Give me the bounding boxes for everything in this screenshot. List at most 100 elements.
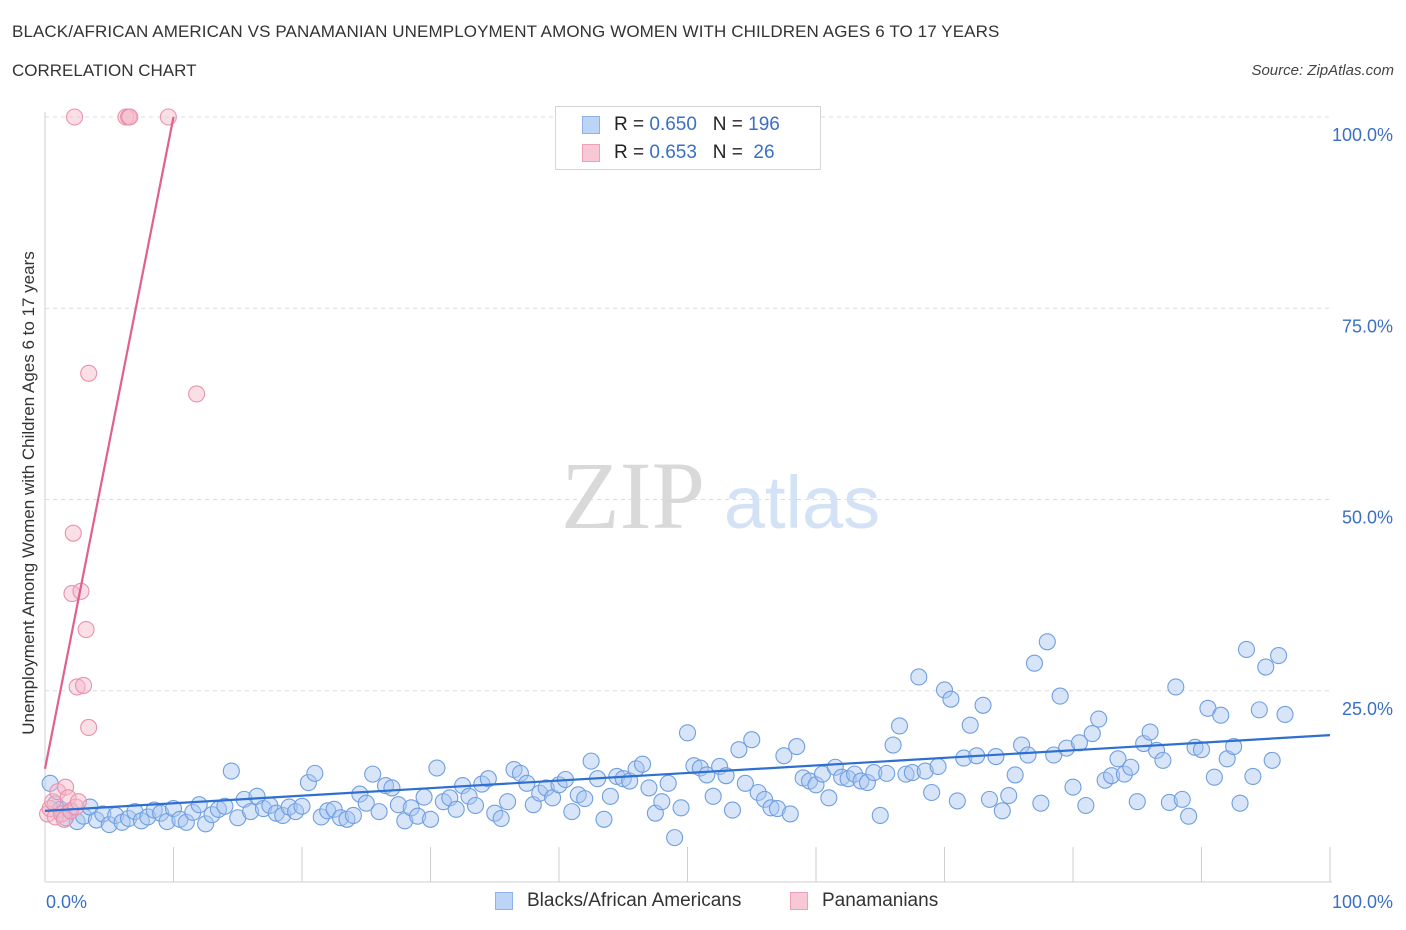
correlation-legend: R = 0.650 N = 196 R = 0.653 N = 26 (555, 106, 821, 170)
point-blacks (897, 765, 915, 783)
point-blacks (1237, 640, 1256, 658)
point-blacks (890, 717, 909, 735)
bottom-legend-swatch-pink (790, 892, 808, 910)
point-blacks (415, 788, 433, 806)
legend-r-label: R = (614, 142, 650, 163)
point-blacks (807, 776, 825, 794)
point-blacks (762, 799, 780, 817)
tick-labels: 25.0% 50.0% 75.0% 100.0% 0.0% 100.0% (46, 125, 1393, 912)
point-blacks (942, 690, 960, 708)
point-blacks (402, 799, 420, 817)
point-blacks (1212, 706, 1230, 724)
point-blacks (94, 805, 112, 823)
point-blacks (923, 783, 941, 802)
point-panamanians (57, 778, 75, 796)
point-blacks (1250, 701, 1268, 719)
point-blacks (126, 803, 144, 821)
point-blacks (768, 800, 787, 818)
point-blacks (1205, 768, 1223, 786)
legend-r-label: R = (614, 114, 650, 135)
point-blacks (736, 774, 754, 792)
point-blacks (1058, 739, 1076, 757)
point-blacks (974, 696, 992, 714)
point-blacks (1077, 796, 1095, 815)
point-blacks (659, 774, 677, 792)
point-panamanians (80, 364, 98, 382)
point-blacks (1122, 758, 1140, 776)
point-blacks (447, 800, 465, 818)
legend-n-label: N = (712, 114, 749, 135)
point-blacks (871, 806, 889, 824)
point-blacks (466, 796, 485, 815)
point-blacks (576, 790, 594, 808)
point-panamanians (121, 108, 139, 126)
point-blacks (723, 801, 742, 819)
watermark: ZIP atlas (561, 442, 880, 549)
point-blacks (1244, 767, 1262, 785)
point-blacks (274, 806, 292, 824)
point-blacks (383, 779, 401, 797)
point-blacks (704, 787, 722, 805)
data-points (39, 108, 1294, 847)
point-blacks (357, 794, 375, 812)
watermark-atlas: atlas (724, 461, 880, 544)
point-blacks (993, 802, 1011, 820)
y-tick-label: 25.0% (1342, 699, 1393, 719)
point-panamanians (66, 108, 84, 126)
source-label: Source: ZipAtlas.com (1251, 62, 1394, 79)
point-blacks (1263, 751, 1281, 769)
x-tick-label-max: 100.0% (1332, 892, 1393, 912)
point-blacks (601, 787, 619, 805)
point-blacks (1025, 654, 1043, 672)
point-blacks (788, 738, 806, 756)
legend-swatch-pink (582, 144, 600, 162)
point-blacks (242, 803, 260, 821)
point-blacks (370, 803, 388, 821)
trend-line-blacks (44, 734, 1331, 812)
point-blacks (929, 757, 947, 776)
point-blacks (1141, 723, 1159, 741)
point-blacks (878, 764, 896, 782)
point-blacks (1276, 705, 1294, 724)
point-panamanians (80, 718, 98, 737)
point-blacks (1128, 793, 1146, 811)
point-blacks (306, 764, 324, 782)
point-blacks (460, 787, 478, 805)
point-blacks (1154, 751, 1172, 769)
point-blacks (633, 755, 652, 773)
watermark-zip: ZIP (561, 442, 705, 549)
point-blacks (653, 793, 671, 811)
point-blacks (595, 810, 613, 828)
point-blacks (344, 806, 362, 824)
point-blacks (1225, 738, 1243, 756)
point-blacks (1180, 807, 1198, 825)
y-tick-label: 50.0% (1342, 508, 1393, 528)
point-blacks (1115, 765, 1133, 783)
legend-n-value: 26 (748, 142, 775, 163)
point-blacks (743, 731, 761, 749)
point-blacks (1109, 750, 1127, 768)
point-blacks (409, 807, 427, 825)
point-blacks (87, 811, 105, 829)
trend-lines (43, 116, 1331, 812)
legend-n-label: N = (712, 142, 749, 163)
point-blacks (987, 747, 1005, 766)
point-panamanians (188, 385, 206, 403)
point-panamanians (55, 810, 73, 828)
point-panamanians (69, 793, 87, 811)
bottom-legend-label: Blacks/African Americans (527, 890, 742, 911)
point-blacks (685, 757, 703, 775)
point-blacks (775, 747, 793, 765)
point-blacks (1000, 787, 1018, 805)
point-blacks (614, 770, 632, 788)
point-blacks (756, 790, 774, 808)
point-blacks (293, 797, 311, 815)
point-panamanians (68, 678, 86, 696)
point-blacks (749, 783, 767, 802)
point-blacks (492, 809, 510, 828)
point-blacks (820, 789, 838, 807)
point-blacks (916, 762, 934, 780)
point-blacks (1038, 633, 1056, 651)
point-blacks (730, 741, 748, 759)
bottom-legend-swatch-blue (495, 892, 513, 910)
